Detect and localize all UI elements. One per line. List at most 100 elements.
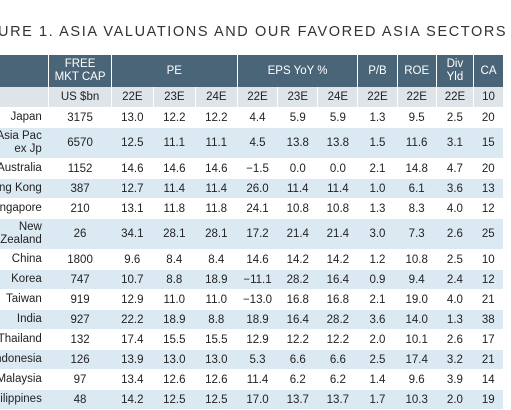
- value-cell: 10.8: [277, 198, 318, 219]
- country-label: Zealand: [0, 234, 42, 246]
- header-pb: P/B: [357, 55, 398, 87]
- country-label: India: [16, 313, 42, 325]
- value-cell: 14.2: [277, 249, 318, 270]
- value-cell: 2.1: [357, 289, 398, 310]
- subheader-cell: 23E: [152, 87, 196, 108]
- value-cell: 8.3: [397, 198, 437, 219]
- value-cell: 0.0: [317, 158, 358, 179]
- value-cell: 1.4: [357, 369, 398, 390]
- value-cell: 8.4: [153, 249, 196, 270]
- value-cell: 12: [473, 198, 503, 219]
- value-cell: 4.0: [436, 289, 474, 310]
- country-label: Malaysia: [0, 373, 42, 385]
- value-cell: 12.2: [153, 107, 196, 128]
- value-cell: 11.1: [153, 127, 196, 159]
- value-cell: 1.0: [357, 178, 398, 199]
- value-cell: 17.2: [237, 218, 278, 250]
- value-cell: 10: [473, 249, 503, 270]
- value-cell: 10.7: [111, 269, 154, 290]
- country-cell: China: [0, 249, 49, 270]
- country-label: ng Kong: [0, 182, 42, 194]
- value-cell: 2.5: [436, 107, 474, 128]
- header-pe: PE: [110, 55, 238, 87]
- header-free-mkt-cap: FREE MKT CAP: [48, 55, 112, 87]
- value-cell: 12.2: [317, 329, 358, 350]
- value-cell: 3.0: [357, 218, 398, 250]
- subheader-cell: 10: [473, 87, 503, 108]
- table-row: ndonesia12613.913.013.05.36.66.62.517.43…: [0, 349, 503, 370]
- subheader-cell: 22E: [396, 87, 437, 108]
- header-div-yld-line2: Yld: [446, 71, 464, 83]
- mkt-cap-cell: 210: [48, 198, 112, 219]
- value-cell: 14.6: [111, 158, 154, 179]
- mkt-cap-cell: 132: [48, 329, 112, 350]
- value-cell: 3.2: [436, 349, 474, 370]
- value-cell: 13.8: [317, 127, 358, 159]
- value-cell: 12.9: [111, 289, 154, 310]
- value-cell: 16.4: [277, 309, 318, 330]
- value-cell: 0.9: [357, 269, 398, 290]
- value-cell: 20: [473, 158, 503, 179]
- country-cell: Korea: [0, 269, 49, 290]
- table-row: Korea 747 10.7 8.8 18.9 −11.1 28.2 16.4 0.9 9.4 2.…: [0, 269, 503, 290]
- value-cell: 12.9: [237, 329, 278, 350]
- mkt-cap-cell: 1152: [48, 158, 112, 179]
- country-cell: Taiwan: [0, 289, 49, 310]
- value-cell: 8.8: [153, 269, 196, 290]
- mkt-cap-cell: 747: [48, 269, 112, 290]
- value-cell: 2.5: [436, 249, 474, 270]
- value-cell: 8.8: [195, 309, 238, 330]
- value-cell: 6.2: [317, 369, 358, 390]
- header-roe: ROE: [396, 55, 437, 87]
- header-ca: CA: [473, 55, 503, 87]
- value-cell: 13.0: [195, 349, 238, 370]
- table-row: ng Kong 387 12.7 11.4 11.4 26.0 11.4 11.4 1.0 6.1…: [0, 178, 503, 199]
- value-cell: 38: [473, 309, 503, 330]
- country-label: Taiwan: [6, 293, 42, 305]
- value-cell: 28.1: [195, 218, 238, 250]
- value-cell: 21.4: [317, 218, 358, 250]
- value-cell: 15.5: [153, 329, 196, 350]
- table-row: China 1800 9.6 8.4 8.4 14.6 14.2 14.2 1.2 10.8 2.5…: [0, 249, 503, 270]
- country-cell: New Zealand: [0, 218, 49, 250]
- country-cell: Australia: [0, 158, 49, 179]
- table-row: India 927 22.2 18.9 8.8 18.9 16.4 28.2 3.6 14.0 1.…: [0, 309, 503, 330]
- table-row: Japan 3175 13.0 12.2 12.2 4.4 5.9 5.9 1.3 9.5 2.5 2…: [0, 107, 503, 128]
- value-cell: 11.4: [153, 178, 196, 199]
- country-label: Korea: [11, 273, 42, 285]
- value-cell: 21.4: [277, 218, 318, 250]
- country-label: ngapore: [0, 202, 42, 214]
- value-cell: 10.8: [397, 249, 437, 270]
- value-cell: −13.0: [237, 289, 278, 310]
- subheader-cell: 24E: [194, 87, 238, 108]
- figure-title: URE 1. ASIA VALUATIONS AND OUR FAVORED A…: [0, 24, 508, 40]
- value-cell: 13.0: [111, 107, 154, 128]
- value-cell: 4.4: [237, 107, 278, 128]
- mkt-cap-cell: 26: [48, 218, 112, 250]
- value-cell: 3.6: [357, 309, 398, 330]
- value-cell: 11.6: [397, 127, 437, 159]
- value-cell: 14: [473, 369, 503, 390]
- value-cell: 14.6: [153, 158, 196, 179]
- value-cell: 28.1: [153, 218, 196, 250]
- value-cell: 5.9: [277, 107, 318, 128]
- value-cell: 17.4: [397, 349, 437, 370]
- country-label: Australia: [0, 162, 42, 174]
- value-cell: 6.1: [397, 178, 437, 199]
- country-label: ndonesia: [0, 353, 42, 365]
- value-cell: 2.4: [436, 269, 474, 290]
- value-cell: 5.9: [317, 107, 358, 128]
- subheader-cell: 22E: [435, 87, 474, 108]
- value-cell: 11.4: [317, 178, 358, 199]
- table-row: ngapore 210 13.1 11.8 11.8 24.1 10.8 10.8 1.3 8.3…: [0, 198, 503, 219]
- subheader-cell: 23E: [277, 87, 318, 108]
- value-cell: 0.0: [277, 158, 318, 179]
- mkt-cap-cell: 126: [48, 349, 112, 370]
- country-cell: Thailand: [0, 329, 49, 350]
- value-cell: 15.5: [195, 329, 238, 350]
- value-cell: 19.0: [397, 289, 437, 310]
- value-cell: 14.2: [317, 249, 358, 270]
- value-cell: 11.4: [237, 369, 278, 390]
- value-cell: 14.0: [397, 309, 437, 330]
- table-row: Thailand 132 17.4 15.5 15.5 12.9 12.2 12.2 2.0 10…: [0, 329, 503, 350]
